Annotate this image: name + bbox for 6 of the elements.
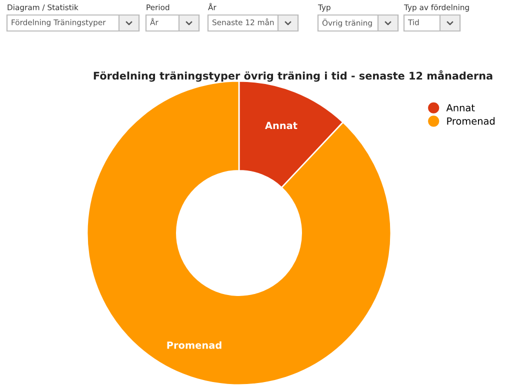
legend-label: Promenad bbox=[447, 117, 495, 125]
slice-label: Annat bbox=[264, 122, 298, 130]
donut-slice bbox=[86, 80, 392, 386]
chart-title: Fördelning träningstyper övrig träning i tid - senaste 12 månaderna bbox=[94, 70, 492, 82]
legend-label: Annat bbox=[446, 104, 475, 112]
slice-label: Promenad bbox=[167, 341, 222, 349]
